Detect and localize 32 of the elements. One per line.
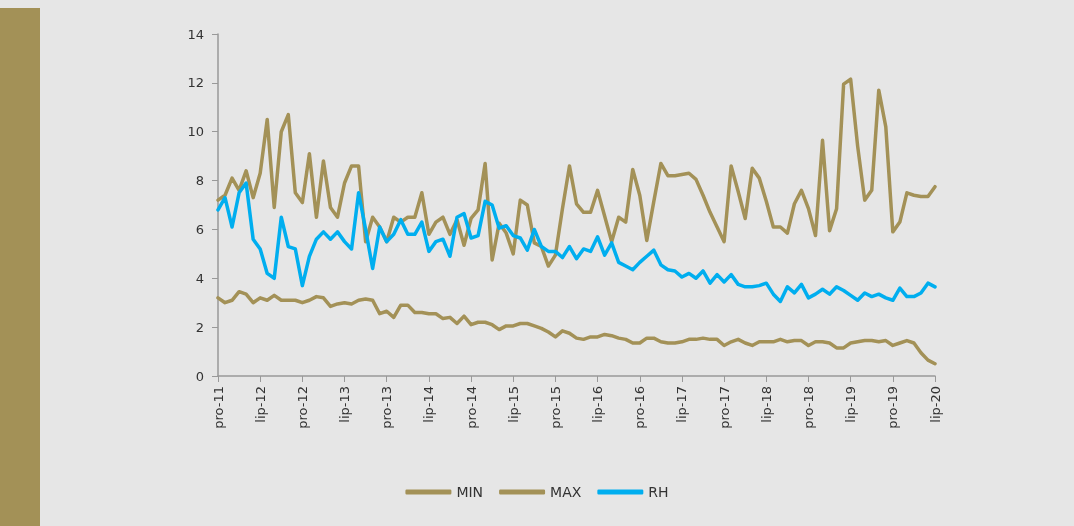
y-tick-label: 10 [187,124,204,140]
x-tick-label: lip-12 [252,386,268,423]
x-tick-label: pro-15 [547,386,563,429]
x-tick-label: lip-14 [421,386,437,423]
line-series [216,77,937,268]
x-tick-label: lip-17 [674,386,690,423]
x-tick-label: pro-12 [294,386,310,429]
legend-label: MIN [456,484,484,500]
x-tick-label: pro-17 [716,386,732,429]
legend-label: MAX [550,484,582,500]
x-tick-label: pro-16 [632,386,648,429]
x-tick-label: lip-19 [843,386,859,423]
legend-label: RH [648,484,669,500]
y-tick-label: 6 [195,221,204,237]
y-tick-label: 4 [195,270,204,286]
x-tick-label: lip-15 [505,386,521,423]
y-tick-label: 12 [187,75,204,91]
x-tick-label: lip-16 [590,386,606,423]
y-tick-label: 14 [187,26,204,42]
x-tick-label: pro-13 [379,386,395,429]
x-tick-label: lip-18 [758,386,774,423]
y-tick-label: 2 [195,319,204,335]
x-tick-label: lip-13 [337,386,353,423]
x-tick-label: pro-19 [885,386,901,429]
line-series [216,289,937,366]
y-tick-label: 0 [195,368,204,384]
x-tick-label: lip-20 [927,386,943,423]
x-tick-label: pro-18 [800,386,816,429]
x-tick-label: pro-11 [210,386,226,429]
y-tick-label: 8 [195,173,204,189]
line-series [216,181,937,304]
x-tick-label: pro-14 [463,386,479,429]
